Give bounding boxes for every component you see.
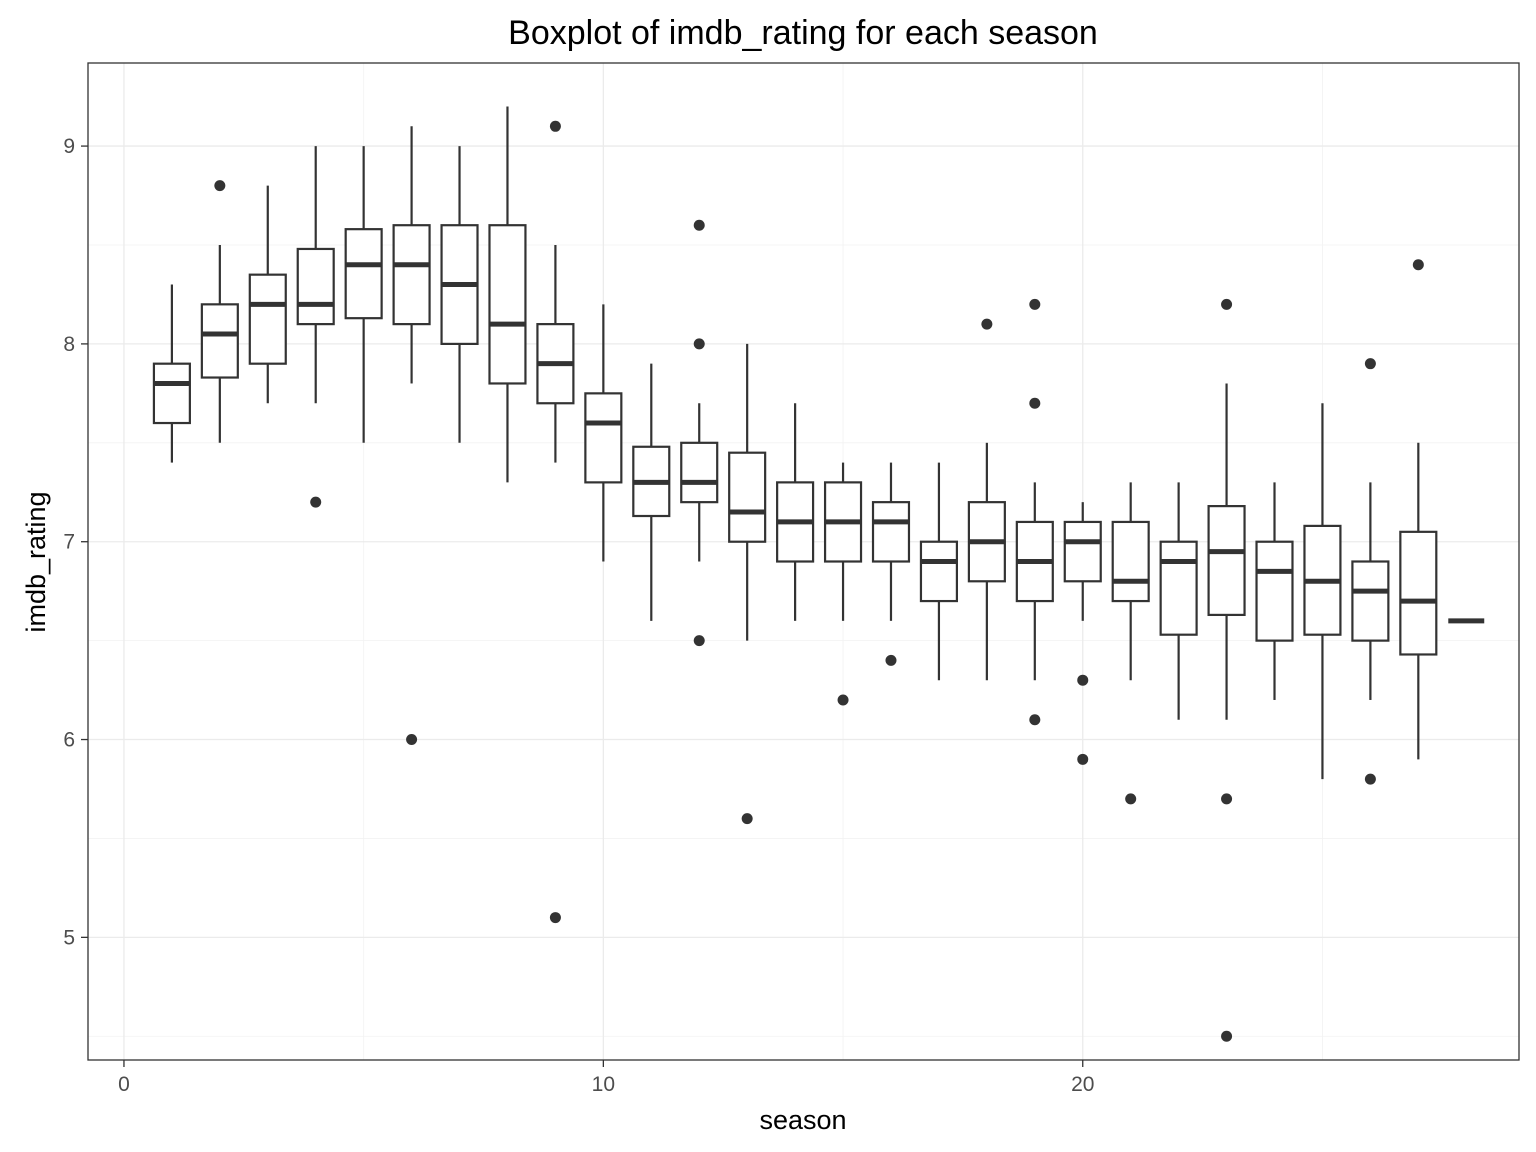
box-season-1 (152, 284, 191, 463)
box-season-27 (1399, 259, 1438, 760)
box-iqr (1207, 505, 1246, 617)
y-tick-label: 9 (63, 135, 75, 158)
box-season-15 (823, 462, 863, 706)
box-season-13 (728, 343, 767, 825)
outlier-point (693, 338, 705, 350)
box-season-4 (296, 146, 335, 508)
box-season-9 (536, 120, 575, 924)
y-tick-label: 7 (63, 531, 75, 554)
outlier-point (1077, 674, 1089, 686)
outlier-point (310, 496, 322, 508)
box-iqr (584, 392, 623, 484)
box-season-7 (440, 146, 479, 443)
chart-title: Boxplot of imdb_rating for each season (508, 14, 1098, 52)
box-iqr (296, 247, 335, 326)
outlier-point (1221, 793, 1233, 805)
box-iqr (1399, 530, 1438, 656)
box-iqr (200, 303, 239, 379)
x-axis-title: season (759, 1105, 846, 1135)
outlier-point (1125, 793, 1137, 805)
outlier-point (549, 912, 561, 924)
box-iqr (1111, 520, 1150, 603)
y-tick-label: 5 (63, 926, 75, 949)
box-season-23 (1207, 298, 1246, 1042)
box-iqr (1159, 540, 1198, 636)
box-season-19 (1015, 298, 1054, 726)
box-season-14 (776, 403, 815, 621)
box-iqr (344, 228, 383, 320)
outlier-point (693, 635, 705, 647)
outlier-point (837, 694, 849, 706)
box-season-25 (1303, 403, 1342, 780)
box-iqr (488, 224, 527, 385)
box-season-16 (871, 462, 911, 666)
box-iqr (728, 451, 767, 543)
box-season-21 (1111, 482, 1150, 805)
outlier-point (1364, 773, 1376, 785)
box-season-17 (919, 462, 959, 681)
box-season-6 (392, 126, 431, 746)
y-tick-label: 8 (63, 333, 75, 356)
box-iqr (1063, 520, 1102, 583)
box-iqr (871, 501, 911, 563)
outlier-point (1029, 714, 1041, 726)
box-season-2 (200, 180, 239, 443)
outlier-point (1412, 259, 1424, 271)
box-iqr (919, 540, 959, 603)
box-season-3 (248, 185, 287, 404)
x-tick-label: 20 (1071, 1073, 1094, 1096)
panel-border (87, 62, 1520, 1061)
box-season-11 (632, 363, 671, 621)
box-iqr (152, 362, 191, 425)
x-tick-label: 0 (118, 1073, 130, 1096)
x-tick-label: 10 (592, 1073, 615, 1096)
box-season-8 (488, 106, 527, 483)
box-season-18 (967, 318, 1006, 681)
y-axis-title: imdb_rating (21, 491, 51, 632)
box-iqr (248, 273, 287, 365)
outlier-point (406, 734, 418, 746)
outlier-point (1221, 298, 1233, 310)
outlier-point (1221, 1030, 1233, 1042)
outlier-point (214, 180, 226, 192)
box-season-12 (680, 219, 719, 647)
outlier-point (1364, 358, 1376, 370)
outlier-point (1029, 298, 1041, 310)
box-season-22 (1159, 482, 1198, 720)
outlier-point (1077, 753, 1089, 765)
box-iqr (392, 224, 431, 326)
boxes (152, 106, 1485, 1042)
box-season-24 (1255, 482, 1294, 700)
box-season-26 (1351, 358, 1390, 785)
box-iqr (1351, 560, 1390, 642)
box-season-20 (1063, 502, 1102, 765)
outlier-point (981, 318, 993, 330)
box-iqr (1255, 540, 1294, 642)
outlier-point (885, 654, 897, 666)
outlier-point (549, 120, 561, 132)
outlier-point (741, 813, 753, 825)
box-season-5 (344, 146, 383, 443)
box-iqr (680, 441, 719, 504)
y-tick-label: 6 (63, 729, 75, 752)
outlier-point (693, 219, 705, 231)
axes: 5 6 7 8 9 0 10 20 (63, 135, 1094, 1096)
outlier-point (1029, 397, 1041, 409)
box-season-10 (584, 304, 623, 562)
